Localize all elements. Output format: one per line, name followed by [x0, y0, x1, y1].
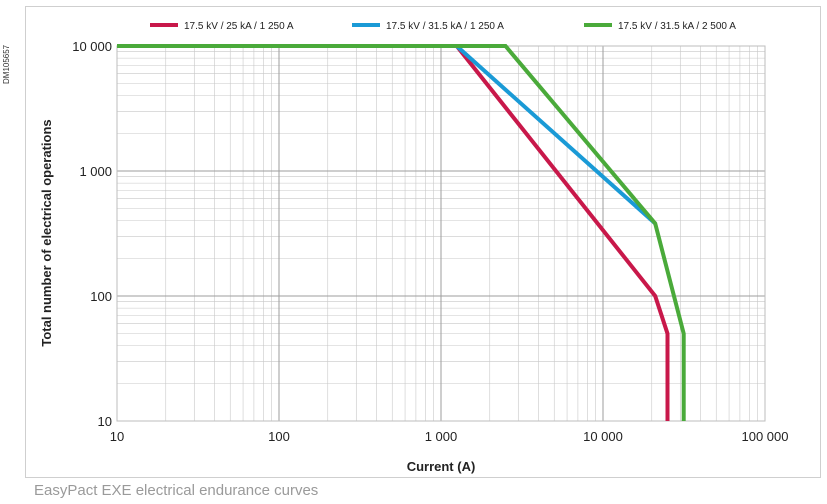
x-tick-label: 100: [268, 429, 290, 444]
x-tick-label: 10: [110, 429, 124, 444]
legend-label-2: 17.5 kV / 31.5 kA / 1 250 A: [386, 21, 504, 32]
y-tick-label: 1 000: [79, 164, 112, 179]
x-tick-label: 100 000: [742, 429, 789, 444]
y-tick-label: 100: [90, 289, 112, 304]
x-tick-label: 10 000: [583, 429, 623, 444]
series-line-3: [117, 44, 686, 421]
x-axis-label: Current (A): [407, 459, 476, 474]
chart-frame: [25, 6, 821, 478]
endurance-chart: 10 100 1 000 10 000 100 000 10 100 1 000 10 000…: [39, 21, 789, 474]
legend-label-1: 17.5 kV / 25 kA / 1 250 A: [184, 21, 294, 32]
y-axis-label: Total number of electrical operations: [39, 119, 54, 346]
x-tick-label: 1 000: [425, 429, 458, 444]
legend-label-3: 17.5 kV / 31.5 kA / 2 500 A: [618, 21, 736, 32]
figure-caption: EasyPact EXE electrical endurance curves: [34, 482, 319, 499]
y-tick-labels: 10 100 1 000 10 000: [72, 39, 112, 429]
legend: 17.5 kV / 25 kA / 1 250 A 17.5 kV / 31.5 …: [150, 21, 736, 32]
x-tick-labels: 10 100 1 000 10 000 100 000: [110, 429, 789, 444]
y-tick-label: 10: [98, 414, 112, 429]
y-tick-label: 10 000: [72, 39, 112, 54]
series-layer: [117, 44, 686, 421]
